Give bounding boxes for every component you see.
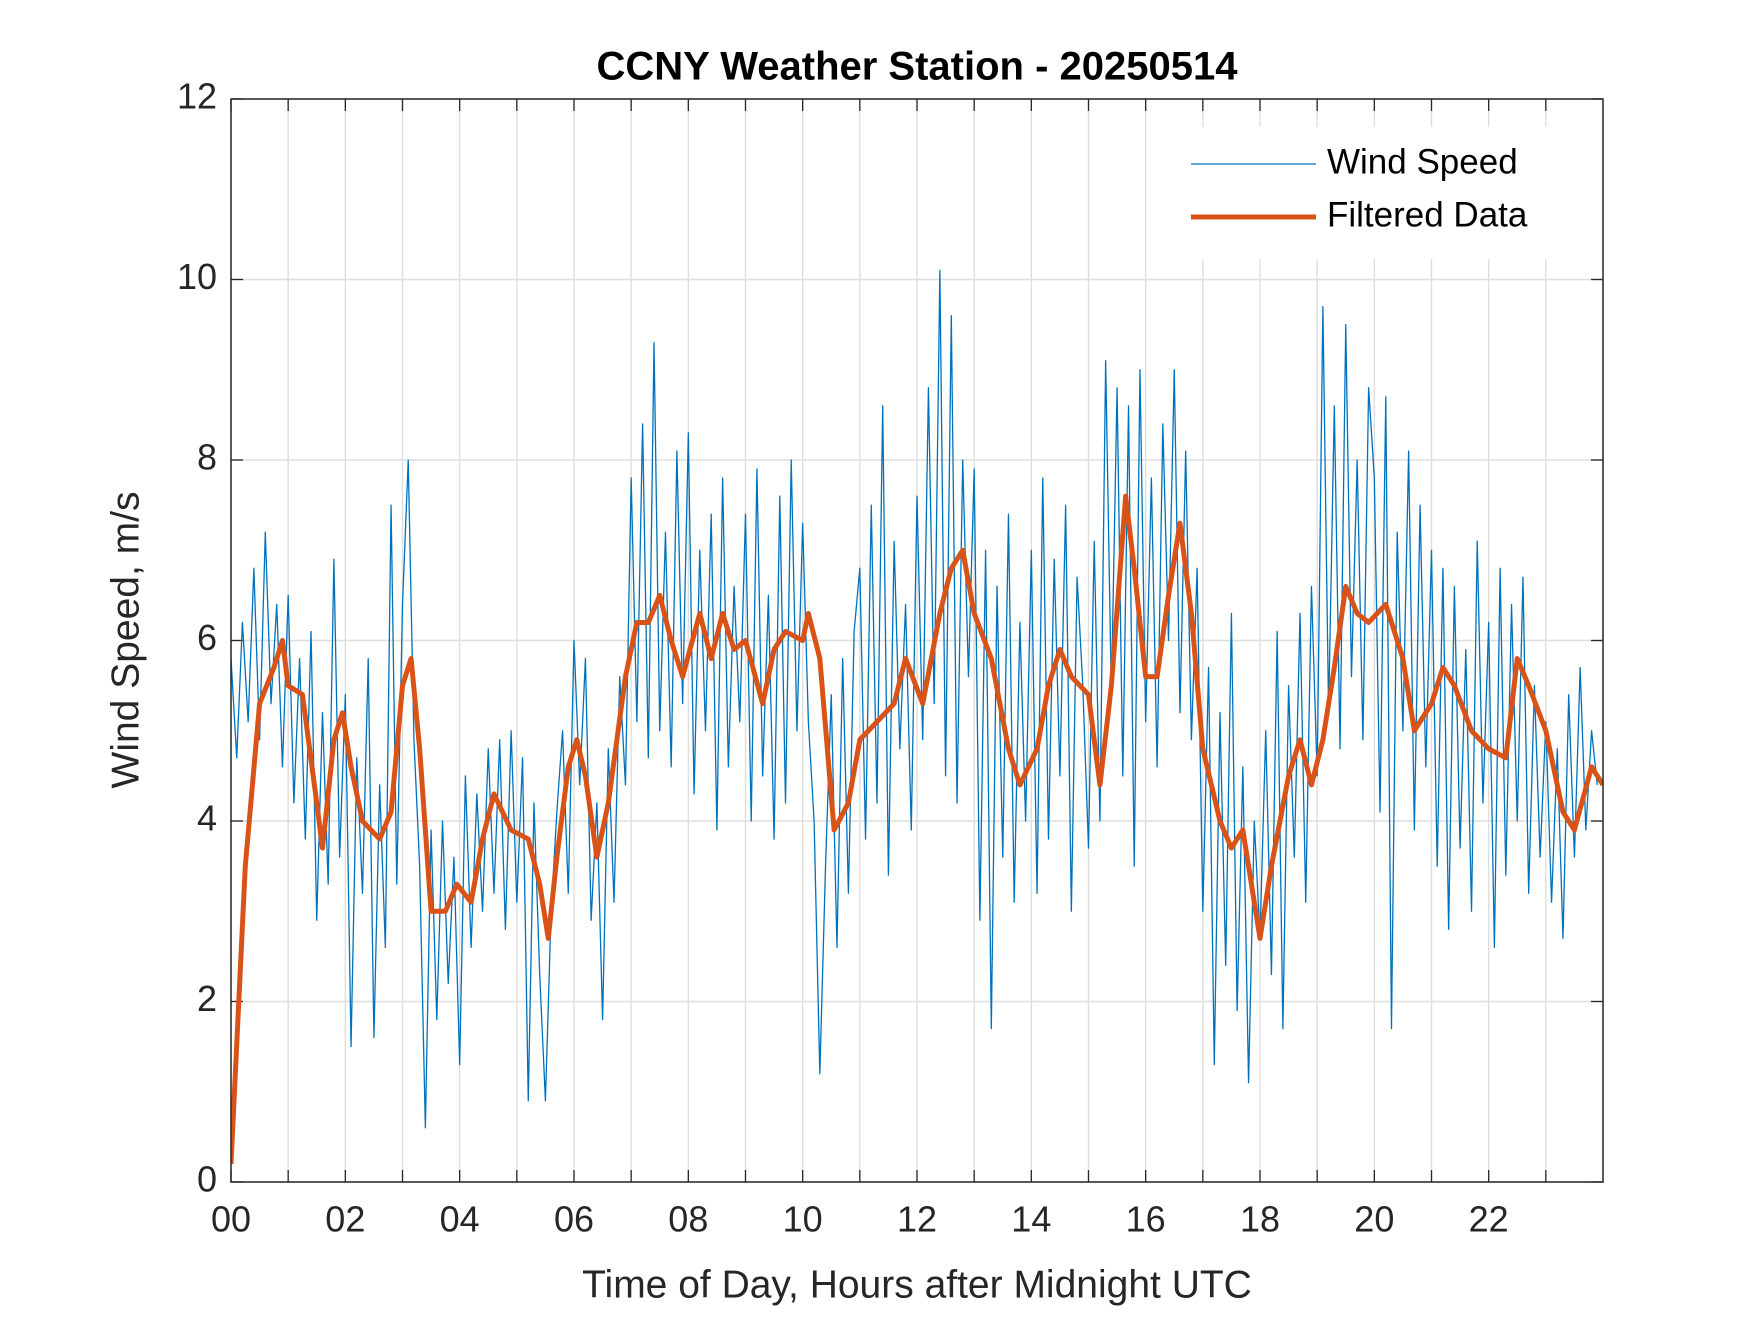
x-tick-label: 16: [1126, 1199, 1166, 1240]
x-tick-label: 20: [1354, 1199, 1394, 1240]
y-axis-label: Wind Speed, m/s: [104, 492, 147, 789]
legend-label: Wind Speed: [1327, 142, 1518, 181]
y-tick-label: 4: [197, 798, 217, 839]
y-tick-label: 6: [197, 617, 217, 658]
plot-frame: [230, 98, 1604, 1183]
x-tick-label: 18: [1240, 1199, 1280, 1240]
x-tick-label: 02: [325, 1199, 365, 1240]
x-axis-label: Time of Day, Hours after Midnight UTC: [582, 1263, 1252, 1306]
x-tick-label: 08: [668, 1199, 708, 1240]
x-tick-label: 00: [211, 1199, 251, 1240]
grid: [230, 98, 1603, 1183]
x-tick-label: 10: [783, 1199, 823, 1240]
y-tick-label: 10: [177, 256, 217, 297]
x-tick-label: 12: [897, 1199, 937, 1240]
series-line: [231, 493, 1603, 1165]
x-tick-label: 06: [554, 1199, 594, 1240]
y-tick-label: 2: [197, 978, 217, 1019]
legend-label: Filtered Data: [1327, 195, 1528, 234]
y-tick-label: 0: [197, 1159, 217, 1200]
x-tick-label: 14: [1011, 1199, 1051, 1240]
x-tick-label: 22: [1469, 1199, 1509, 1240]
y-tick-label: 8: [197, 437, 217, 478]
series-line: [231, 269, 1598, 1129]
legend-box: [1181, 127, 1591, 259]
x-tick-label: 04: [440, 1199, 480, 1240]
chart-title: CCNY Weather Station - 20250514: [597, 45, 1239, 89]
y-tick-label: 12: [177, 76, 217, 117]
